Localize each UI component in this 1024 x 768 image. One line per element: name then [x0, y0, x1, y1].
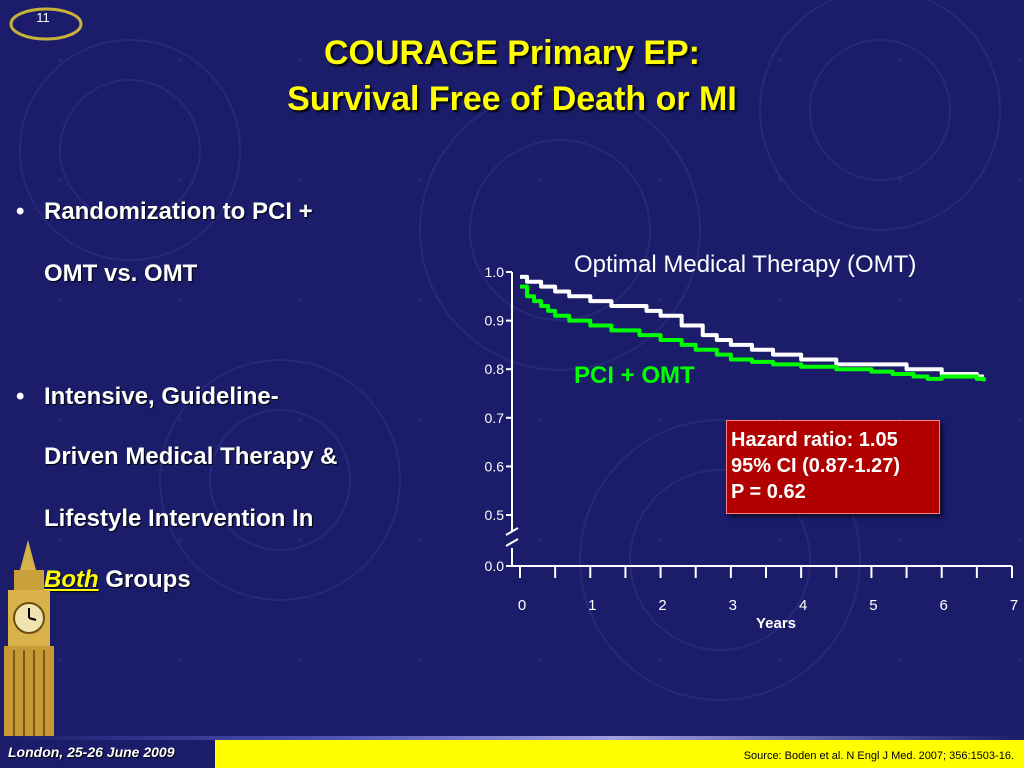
big-ben-illustration: [4, 540, 54, 736]
y-tick-label: 0.5: [485, 507, 505, 523]
chart-axes: 0.0 0.5 0.6 0.7 0.8 0.9 1.0 0 1 2 3 4 5 6 7 Years: [485, 264, 1019, 632]
chart-series-layer: [520, 274, 986, 382]
slide-number-badge: [9, 7, 83, 41]
bullet-1-line1: Randomization to PCI +: [44, 198, 313, 225]
bullet-dot: •: [16, 383, 25, 410]
y-tick-label: 0.9: [485, 313, 505, 329]
y-tick-label: 0.7: [485, 410, 505, 426]
series-line-pci-omt: [520, 284, 986, 382]
footer-event-label: London, 25-26 June 2009: [8, 744, 175, 760]
hazard-ratio-box: Hazard ratio: 1.05 95% CI (0.87-1.27) P …: [726, 420, 940, 514]
x-tick-label: 7: [1010, 597, 1018, 614]
y-tick-label: 1.0: [485, 264, 505, 280]
y-tick-label: 0.0: [485, 558, 505, 574]
y-tick-label: 0.8: [485, 361, 505, 377]
both-emphasis: Both: [44, 566, 99, 593]
slide-title-line1: COURAGE Primary EP:: [324, 34, 700, 72]
bullet-2-line2: Driven Medical Therapy &: [44, 443, 338, 470]
x-tick-label: 4: [799, 597, 807, 614]
bullet-2-line3: Lifestyle Intervention In: [44, 505, 314, 532]
bullet-2-line1: Intensive, Guideline-: [44, 383, 279, 410]
bullet-2-line4-rest: Groups: [98, 566, 191, 593]
confidence-interval-text: 95% CI (0.87-1.27): [731, 455, 900, 477]
x-tick-label: 3: [729, 597, 737, 614]
series-label-omt: Optimal Medical Therapy (OMT): [574, 251, 917, 278]
y-axis-break-mark: [505, 538, 519, 547]
footer-band: [0, 736, 1024, 741]
x-tick-label: 5: [869, 597, 877, 614]
x-tick-label: 1: [588, 597, 596, 614]
bullet-2-line4: Both Groups: [44, 566, 191, 594]
x-axis-title: Years: [756, 615, 796, 632]
footer-source: Source: Boden et al. N Engl J Med. 2007;…: [743, 750, 1014, 762]
slide-number: 11: [36, 10, 50, 25]
bullet-1-line2: OMT vs. OMT: [44, 260, 198, 287]
x-tick-label: 0: [518, 597, 526, 614]
x-tick-label: 6: [940, 597, 948, 614]
slide-title-line2: Survival Free of Death or MI: [287, 80, 737, 118]
p-value-text: P = 0.62: [731, 481, 806, 503]
hazard-ratio-text: Hazard ratio: 1.05: [731, 429, 898, 451]
series-label-pci: PCI + OMT: [574, 362, 695, 389]
y-axis-break-mark: [505, 527, 519, 536]
bullet-dot: •: [16, 198, 25, 225]
footer-left-bg: [0, 740, 215, 768]
y-tick-label: 0.6: [485, 458, 505, 474]
x-tick-label: 2: [658, 597, 666, 614]
series-line-omt: [520, 274, 984, 379]
